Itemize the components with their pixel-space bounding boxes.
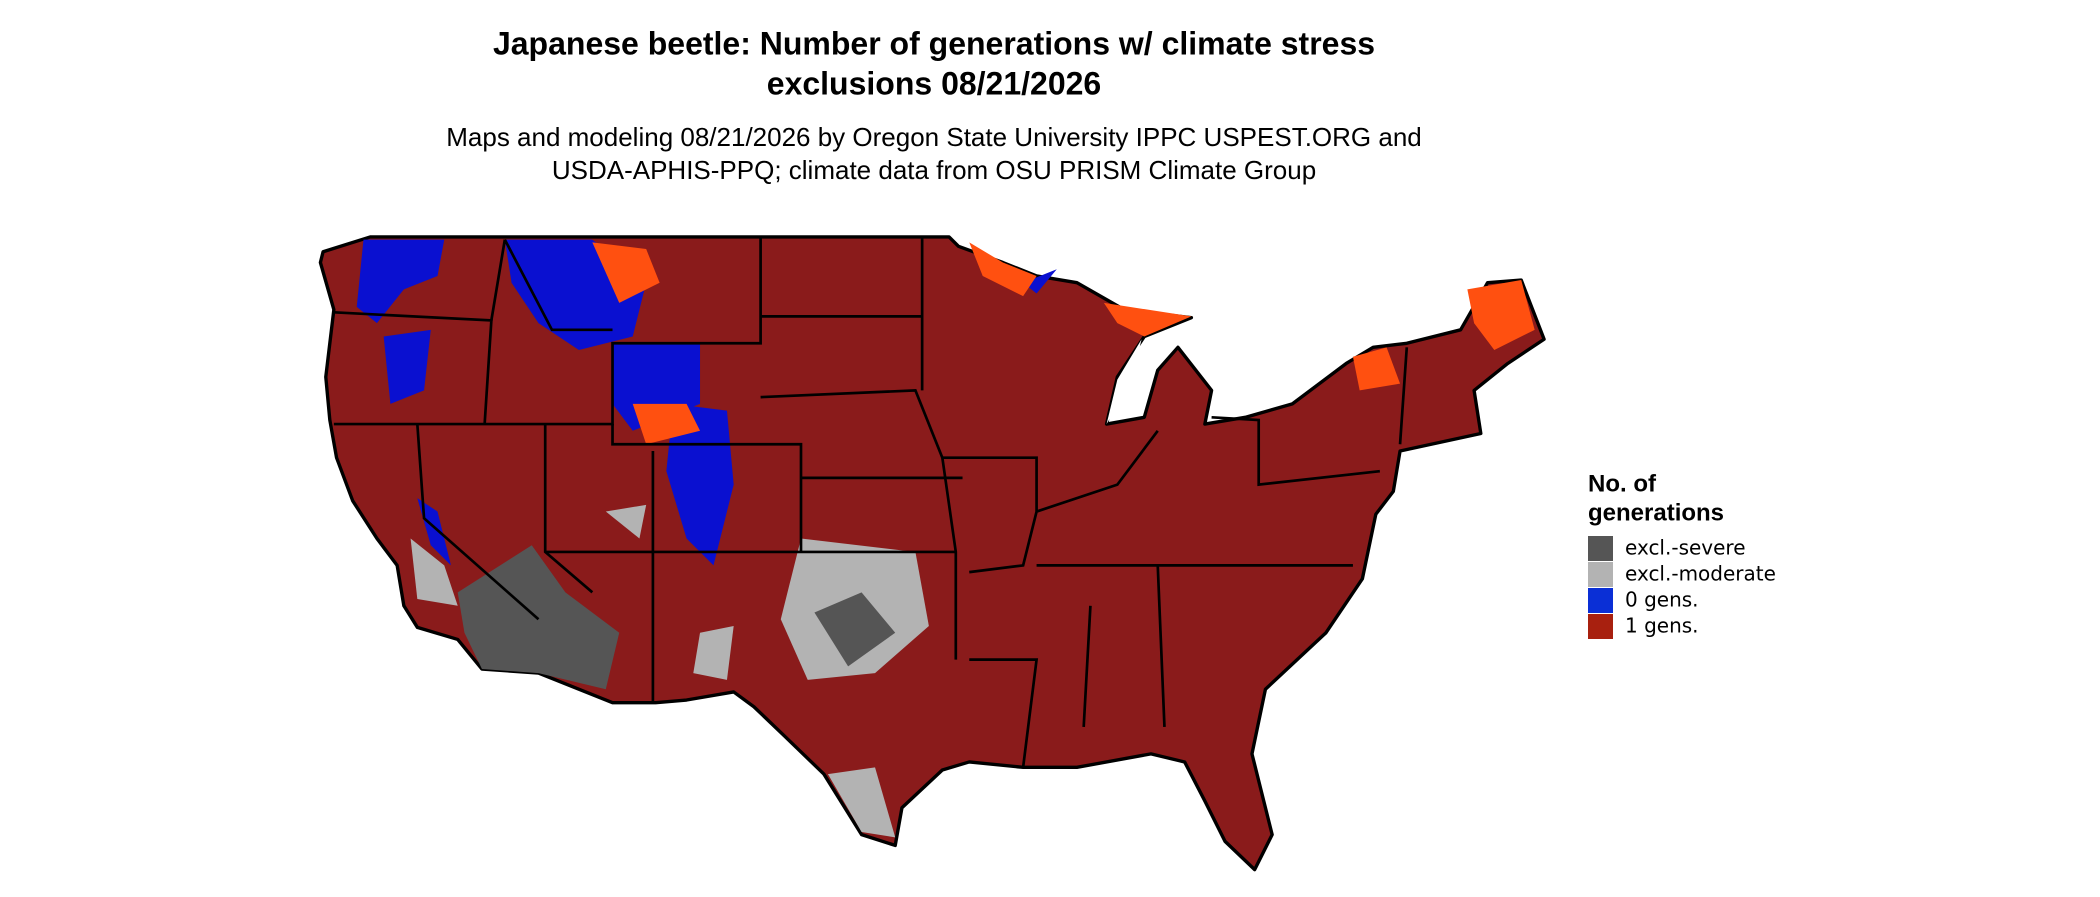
us-map [318,235,1546,872]
title-line: Japanese beetle: Number of generations w… [493,25,1375,61]
legend-swatch [1588,536,1613,561]
legend-label: 1 gens. [1625,614,1699,638]
legend-swatch [1588,614,1613,639]
legend-swatch [1588,588,1613,613]
state-borders [333,236,1409,768]
legend-label: excl.-severe [1625,536,1746,560]
subtitle-line: Maps and modeling 08/21/2026 by Oregon S… [446,122,1422,152]
legend-label: excl.-moderate [1625,562,1776,586]
subtitle-line: USDA-APHIS-PPQ; climate data from OSU PR… [552,155,1316,185]
legend-swatch [1588,562,1613,587]
legend-title: No. of [1588,470,1657,497]
partial-areas [592,242,1535,445]
legend-title: generations [1588,499,1724,526]
severe-areas [457,545,896,690]
legend-label: 0 gens. [1625,588,1699,612]
title-line: exclusions 08/21/2026 [767,65,1101,101]
lake [1106,339,1142,425]
legend: No. of generations excl.-severeexcl.-mod… [1588,470,1776,639]
